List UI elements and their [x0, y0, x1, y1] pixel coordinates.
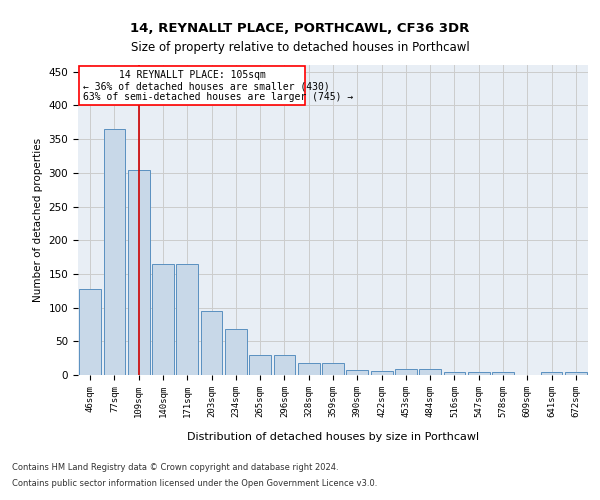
- Y-axis label: Number of detached properties: Number of detached properties: [33, 138, 43, 302]
- Text: Distribution of detached houses by size in Porthcawl: Distribution of detached houses by size …: [187, 432, 479, 442]
- Bar: [298, 363, 320, 375]
- Bar: [152, 264, 174, 375]
- Bar: [200, 311, 223, 375]
- Text: Contains HM Land Registry data © Crown copyright and database right 2024.: Contains HM Land Registry data © Crown c…: [12, 464, 338, 472]
- Bar: [565, 372, 587, 375]
- Text: 63% of semi-detached houses are larger (745) →: 63% of semi-detached houses are larger (…: [83, 92, 353, 102]
- Text: 14, REYNALLT PLACE, PORTHCAWL, CF36 3DR: 14, REYNALLT PLACE, PORTHCAWL, CF36 3DR: [130, 22, 470, 36]
- Bar: [128, 170, 149, 375]
- Bar: [176, 264, 198, 375]
- Text: 14 REYNALLT PLACE: 105sqm: 14 REYNALLT PLACE: 105sqm: [119, 70, 266, 80]
- Bar: [443, 372, 466, 375]
- Bar: [225, 329, 247, 375]
- Bar: [274, 355, 295, 375]
- Bar: [322, 363, 344, 375]
- Bar: [104, 129, 125, 375]
- FancyBboxPatch shape: [79, 66, 305, 106]
- Bar: [541, 372, 562, 375]
- Bar: [492, 372, 514, 375]
- Text: Size of property relative to detached houses in Porthcawl: Size of property relative to detached ho…: [131, 41, 469, 54]
- Bar: [346, 370, 368, 375]
- Bar: [371, 371, 392, 375]
- Bar: [395, 369, 417, 375]
- Bar: [79, 288, 101, 375]
- Text: ← 36% of detached houses are smaller (430): ← 36% of detached houses are smaller (43…: [83, 81, 329, 91]
- Text: Contains public sector information licensed under the Open Government Licence v3: Contains public sector information licen…: [12, 478, 377, 488]
- Bar: [468, 372, 490, 375]
- Bar: [249, 355, 271, 375]
- Bar: [419, 369, 441, 375]
